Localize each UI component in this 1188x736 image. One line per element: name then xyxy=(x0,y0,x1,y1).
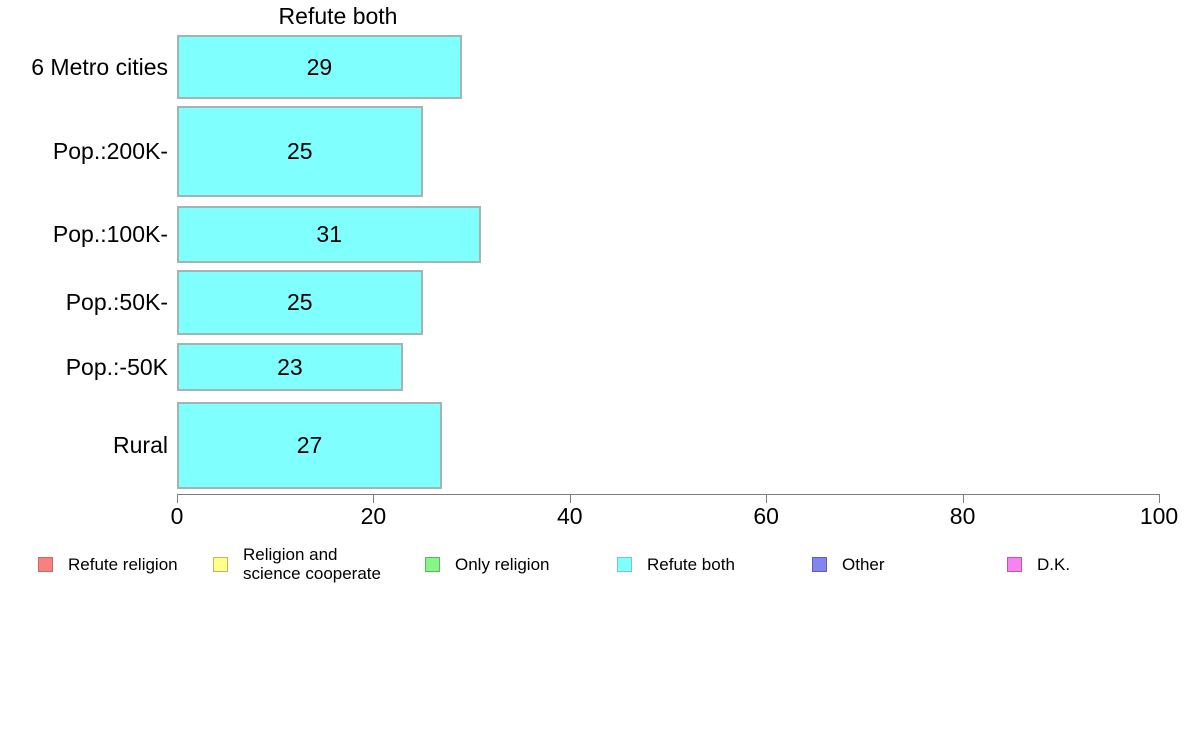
legend-item: Religion and science cooperate xyxy=(213,540,381,588)
legend-label: Religion and science cooperate xyxy=(243,545,381,583)
x-tick-label: 20 xyxy=(360,503,387,529)
bar: 25 xyxy=(177,270,423,335)
category-label: Pop.:50K- xyxy=(65,289,168,315)
x-tick xyxy=(177,495,178,503)
x-tick xyxy=(962,495,964,503)
x-tick-label: 100 xyxy=(1139,503,1179,529)
bar: 31 xyxy=(177,206,482,263)
bar: 23 xyxy=(177,343,403,391)
bar: 27 xyxy=(177,402,443,489)
legend-item: D.K. xyxy=(1007,540,1070,588)
legend-swatch xyxy=(38,556,53,572)
category-label: Pop.:-50K xyxy=(65,353,168,380)
legend-swatch xyxy=(812,556,827,572)
x-tick-label: 80 xyxy=(949,503,976,529)
legend-label: Only religion xyxy=(455,554,550,574)
x-axis-line xyxy=(177,494,1160,495)
legend-swatch xyxy=(1007,556,1022,572)
chart-title: Refute both xyxy=(278,3,398,29)
category-label: Pop.:100K- xyxy=(52,221,168,247)
x-tick-label: 60 xyxy=(753,503,779,529)
legend-label: Refute both xyxy=(647,554,735,574)
legend-swatch xyxy=(213,556,228,572)
legend-label: D.K. xyxy=(1037,554,1071,574)
legend-item: Refute both xyxy=(617,540,735,588)
x-tick-label: 40 xyxy=(557,503,583,529)
category-label: 6 Metro cities xyxy=(31,53,168,80)
bar-value-label: 25 xyxy=(286,138,313,164)
category-label: Pop.:200K- xyxy=(52,138,168,164)
x-tick xyxy=(766,495,768,503)
bar-value-label: 23 xyxy=(277,353,303,380)
legend-label: Refute religion xyxy=(68,554,178,574)
legend-item: Other xyxy=(812,540,885,588)
bar-value-label: 27 xyxy=(296,432,323,458)
bar-value-label: 25 xyxy=(286,289,313,315)
x-tick-label: 0 xyxy=(170,503,184,529)
x-tick xyxy=(569,495,571,503)
bar-value-label: 29 xyxy=(306,53,333,80)
legend-swatch xyxy=(425,556,440,572)
x-tick xyxy=(1159,495,1160,503)
bar: 25 xyxy=(177,106,423,197)
legend-item: Refute religion xyxy=(38,540,178,588)
x-tick xyxy=(373,495,375,503)
category-label: Rural xyxy=(113,432,168,458)
bar-value-label: 31 xyxy=(316,221,342,247)
legend-swatch xyxy=(617,556,632,572)
legend-label: Other xyxy=(842,554,885,574)
bar: 29 xyxy=(177,35,462,99)
legend-item: Only religion xyxy=(425,540,550,588)
